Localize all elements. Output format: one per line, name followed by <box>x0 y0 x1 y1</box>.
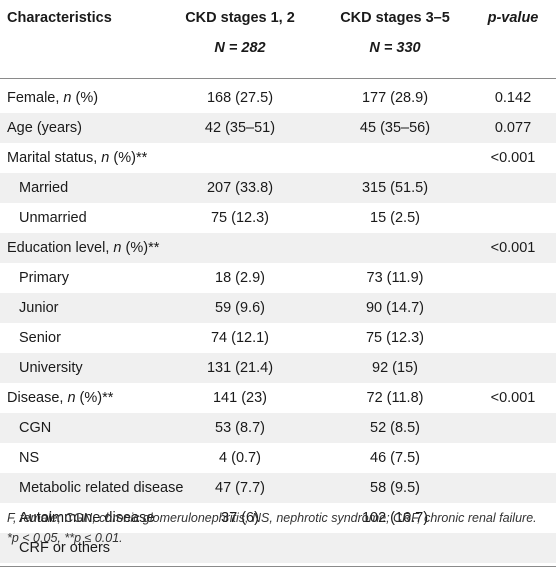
table-row: Junior 59 (9.6) 90 (14.7) <box>0 293 556 323</box>
value-ckd-1-2: 59 (9.6) <box>215 300 265 316</box>
row-label: CRF or others <box>19 540 111 556</box>
value-ckd-1-2: 37 (6) <box>221 510 259 526</box>
value-ckd-1-2: 131 (21.4) <box>206 360 274 376</box>
value-ckd-3-5: 73 (11.9) <box>366 270 424 286</box>
table-row: Education level, n (%)** <0.001 <box>0 233 556 263</box>
table-header: Characteristics CKD stages 1, 2 N = 282 … <box>0 0 556 78</box>
p-value: 0.142 <box>494 90 532 106</box>
row-label: Female, n (%) <box>7 90 99 106</box>
value-ckd-3-5: 52 (8.5) <box>370 420 420 436</box>
table-row: CGN 53 (8.7) 52 (8.5) <box>0 413 556 443</box>
value-ckd-1-2: 53 (8.7) <box>215 420 265 436</box>
value-ckd-3-5: 45 (35–56) <box>359 120 431 136</box>
p-value: <0.001 <box>490 390 536 406</box>
table-row: Primary 18 (2.9) 73 (11.9) <box>0 263 556 293</box>
value-ckd-1-2: 75 (12.3) <box>210 210 270 226</box>
table-row: Metabolic related disease 47 (7.7) 58 (9.5… <box>0 473 556 503</box>
table-row: Marital status, n (%)** <0.001 <box>0 143 556 173</box>
row-label: Metabolic related disease <box>19 480 184 496</box>
p-value: <0.001 <box>490 240 536 256</box>
row-label: Autoimmune disease <box>19 510 155 526</box>
header-ckd-1-2-title: CKD stages 1, 2 <box>185 10 295 26</box>
value-ckd-1-2: 47 (7.7) <box>215 480 265 496</box>
row-label: Unmarried <box>19 210 87 226</box>
value-ckd-1-2: 168 (27.5) <box>206 90 274 106</box>
p-value: <0.001 <box>490 150 536 166</box>
row-label: Married <box>19 180 69 196</box>
value-ckd-3-5: 90 (14.7) <box>365 300 425 316</box>
value-ckd-1-2: 141 (23) <box>212 390 267 406</box>
value-ckd-3-5: 102 (16.7) <box>361 510 429 526</box>
header-ckd-1-2-n: N = 282 <box>214 40 266 56</box>
row-label: Marital status, n (%)** <box>7 150 148 166</box>
table-footnote: F, female; CGN, chronic glomerulonephrit… <box>7 511 537 545</box>
value-ckd-3-5: 315 (51.5) <box>361 180 429 196</box>
row-label: Primary <box>19 270 69 286</box>
row-label: Education level, n (%)** <box>7 240 160 256</box>
value-ckd-3-5: 46 (7.5) <box>370 450 420 466</box>
value-ckd-3-5: 92 (15) <box>372 360 418 376</box>
table-row: Senior 74 (12.1) 75 (12.3) <box>0 323 556 353</box>
row-label: Disease, n (%)** <box>7 390 114 406</box>
value-ckd-1-2: 42 (35–51) <box>204 120 276 136</box>
value-ckd-3-5: 75 (12.3) <box>365 330 425 346</box>
row-label: Senior <box>19 330 61 346</box>
value-ckd-3-5: 15 (2.5) <box>370 210 420 226</box>
value-ckd-3-5: 177 (28.9) <box>361 90 429 106</box>
table-row: NS 4 (0.7) 46 (7.5) <box>0 443 556 473</box>
table-row: University 131 (21.4) 92 (15) <box>0 353 556 383</box>
table-row: Female, n (%) 168 (27.5) 177 (28.9) 0.142 <box>0 83 556 113</box>
row-label: NS <box>19 450 40 466</box>
value-ckd-3-5: 72 (11.8) <box>366 390 424 406</box>
p-value: 0.077 <box>494 120 532 136</box>
header-characteristics: Characteristics <box>7 10 112 26</box>
table-row: Married 207 (33.8) 315 (51.5) <box>0 173 556 203</box>
table-row: Unmarried 75 (12.3) 15 (2.5) <box>0 203 556 233</box>
value-ckd-1-2: 207 (33.8) <box>206 180 274 196</box>
header-p-value: p-value <box>487 10 539 26</box>
row-label: Age (years) <box>7 120 82 136</box>
table-row: Disease, n (%)** 141 (23) 72 (11.8) <0.001 <box>0 383 556 413</box>
table-row: Age (years) 42 (35–51) 45 (35–56) 0.077 <box>0 113 556 143</box>
header-ckd-3-5-n: N = 330 <box>369 40 421 56</box>
row-label: CGN <box>19 420 52 436</box>
value-ckd-1-2: 4 (0.7) <box>219 450 261 466</box>
row-label: Junior <box>19 300 59 316</box>
value-ckd-1-2: 18 (2.9) <box>215 270 265 286</box>
value-ckd-3-5: 58 (9.5) <box>370 480 420 496</box>
header-ckd-3-5-title: CKD stages 3–5 <box>340 10 450 26</box>
row-label: University <box>19 360 83 376</box>
table-row: Autoimmune disease 37 (6) 102 (16.7) <box>0 503 556 533</box>
value-ckd-1-2: 74 (12.1) <box>210 330 270 346</box>
header-divider <box>0 78 556 79</box>
